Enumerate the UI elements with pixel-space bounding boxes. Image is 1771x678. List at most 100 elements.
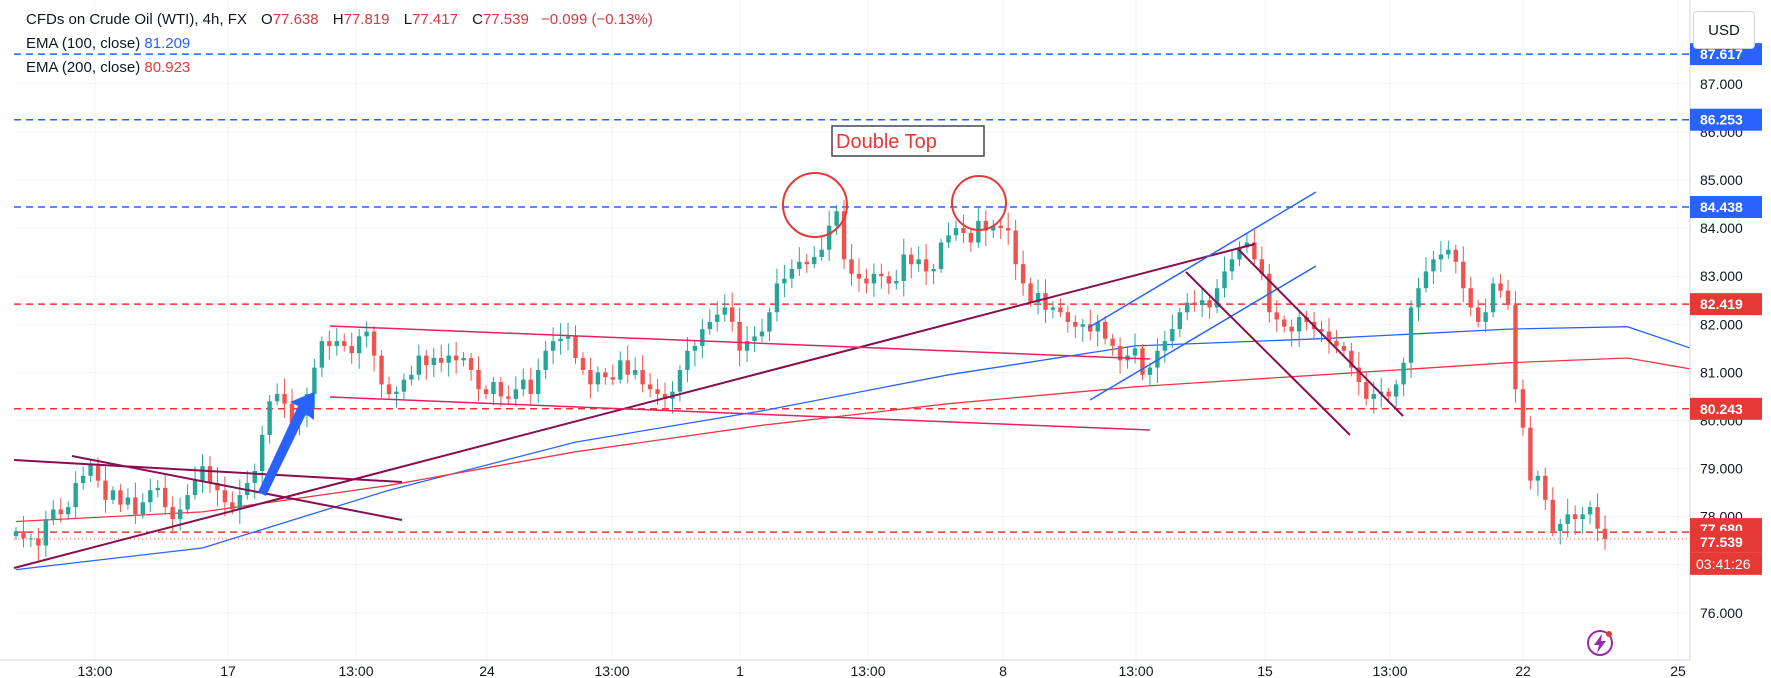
time-tick-label: 13:00	[338, 663, 373, 678]
candle-body	[1110, 338, 1115, 346]
candle-body	[700, 329, 705, 346]
candle-body	[312, 367, 317, 395]
price-tick-label: 79.000	[1700, 461, 1743, 477]
candle-body	[737, 321, 742, 351]
candle-body	[804, 261, 809, 265]
channel-line	[1185, 271, 1351, 436]
price-tick-label: 85.000	[1700, 172, 1743, 188]
time-tick-label: 15	[1257, 663, 1273, 678]
candle-body	[1289, 326, 1294, 332]
candle-body	[782, 278, 787, 284]
candle-body	[1550, 499, 1555, 532]
currency-button[interactable]: USD	[1693, 11, 1755, 49]
double-top-label-box	[831, 125, 985, 157]
ema100-line	[15, 326, 1733, 571]
candle-body	[1602, 528, 1608, 539]
candle-body	[968, 232, 974, 243]
time-tick-label: 13:00	[850, 663, 885, 678]
open-value: 77.638	[272, 11, 319, 28]
price-label-text: 87.617	[1700, 46, 1743, 62]
candle-body	[506, 396, 511, 399]
lightning-logo-icon[interactable]	[1585, 628, 1615, 658]
candle-body	[73, 483, 78, 508]
time-axis[interactable]: 13:00 17 13:00 24 13:00 1 13:00 8 13:00 15 13:00 22…	[0, 659, 1690, 678]
candle-body	[1274, 312, 1279, 320]
candle-body	[677, 369, 683, 392]
candle-body	[155, 487, 160, 491]
candle-body	[148, 490, 153, 503]
candle-body	[409, 374, 414, 380]
candle-body	[1028, 283, 1033, 303]
candle-body	[170, 507, 175, 520]
candle-body	[1393, 384, 1399, 397]
candle-body	[588, 369, 593, 385]
candle-body	[1535, 475, 1541, 481]
candle-body	[983, 220, 989, 231]
candle-body	[289, 403, 295, 423]
low-value: 77.417	[412, 11, 458, 28]
candle-body	[931, 268, 936, 272]
candle-body	[991, 225, 996, 231]
candle-body	[28, 538, 34, 540]
candle-body	[1050, 307, 1056, 310]
candle-body	[841, 211, 847, 260]
time-tick-label: 13:00	[1372, 663, 1407, 678]
candle-body	[1252, 242, 1257, 260]
candle-body	[1058, 307, 1063, 313]
candle-body	[1386, 391, 1391, 397]
ema200-value: 80.923	[144, 59, 191, 76]
candle-body	[1528, 427, 1533, 481]
channel-line	[1236, 247, 1404, 417]
ema100-label: EMA (100, close)	[26, 35, 141, 52]
candle-body	[118, 490, 123, 505]
candle-body	[625, 360, 630, 375]
candle-body	[282, 394, 287, 404]
candle-body	[610, 377, 616, 380]
candle-body	[371, 331, 377, 356]
candle-body	[1446, 249, 1451, 255]
candle-body	[1461, 261, 1466, 289]
candle-body	[797, 261, 802, 269]
candle-body	[1543, 475, 1548, 500]
candle-body	[1013, 230, 1018, 265]
candle-body	[1580, 514, 1585, 520]
price-label-text: 86.253	[1700, 112, 1743, 128]
candle-body	[871, 273, 877, 284]
candle-body	[394, 391, 399, 395]
candle-body	[521, 379, 526, 390]
double-top-marker	[782, 172, 848, 238]
candle-body	[1334, 341, 1339, 346]
candle-body	[528, 379, 533, 395]
candle-body	[1513, 305, 1518, 390]
high-label: H	[332, 11, 344, 28]
ema100-row[interactable]: EMA (100, close) 81.209	[26, 32, 653, 56]
candle-body	[51, 509, 56, 520]
candle-body	[1498, 283, 1503, 291]
candle-body	[1431, 259, 1436, 272]
price-axis[interactable]: 76.00077.00078.00079.00080.00081.00082.0…	[1689, 0, 1771, 678]
candle-body	[580, 357, 586, 370]
candle-body	[185, 495, 190, 510]
symbol-row: CFDs on Crude Oil (WTI), 4h, FX O77.638 …	[26, 8, 653, 32]
ema200-row[interactable]: EMA (200, close) 80.923	[26, 56, 653, 80]
countdown-text: 03:41:26	[1696, 556, 1751, 572]
candle-body	[1177, 312, 1182, 330]
price-tick-label: 87.000	[1700, 76, 1743, 92]
candle-body	[1520, 389, 1526, 428]
candle-body	[729, 307, 735, 322]
candle-body	[1080, 324, 1085, 327]
candle-body	[364, 331, 369, 337]
channel-line	[329, 325, 1151, 360]
candle-body	[692, 345, 698, 351]
candle-body	[334, 341, 339, 346]
candle-body	[722, 307, 727, 315]
candle-body	[103, 480, 108, 500]
candle-body	[319, 341, 325, 368]
candle-body	[946, 235, 951, 243]
time-tick-label: 17	[220, 663, 236, 678]
candle-body	[133, 497, 138, 515]
candle-body	[349, 345, 354, 354]
trendline	[71, 455, 403, 521]
price-tick-label: 81.000	[1700, 364, 1743, 380]
